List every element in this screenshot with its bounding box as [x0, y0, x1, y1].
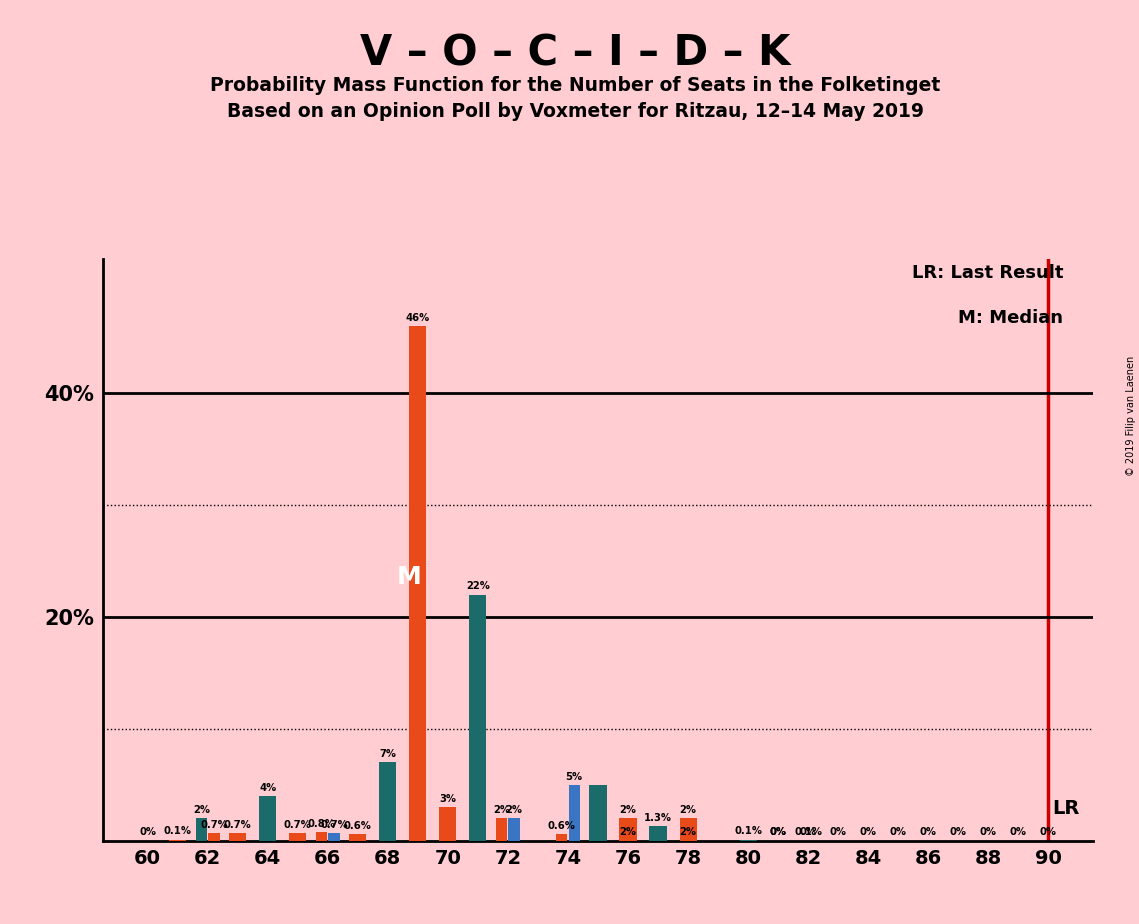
Text: 0%: 0%	[860, 828, 877, 837]
Bar	[556, 834, 567, 841]
Bar	[328, 833, 339, 841]
Text: 0.7%: 0.7%	[284, 820, 312, 830]
Bar	[409, 326, 426, 841]
Text: 3%: 3%	[440, 794, 457, 804]
Text: 1.3%: 1.3%	[644, 813, 672, 823]
Bar	[589, 784, 607, 841]
Text: M: Median: M: Median	[958, 310, 1064, 327]
Text: 0%: 0%	[829, 828, 846, 837]
Text: 0%: 0%	[890, 828, 907, 837]
Bar	[469, 594, 486, 841]
Bar	[508, 819, 519, 841]
Text: 0%: 0%	[770, 828, 787, 837]
Text: 0.7%: 0.7%	[200, 820, 228, 830]
Bar	[620, 819, 637, 841]
Text: M: M	[396, 565, 421, 589]
Bar	[289, 833, 306, 841]
Text: 0%: 0%	[1040, 828, 1057, 837]
Text: 0%: 0%	[980, 828, 997, 837]
Bar	[680, 819, 697, 841]
Text: 0.8%: 0.8%	[308, 819, 335, 829]
Bar	[379, 762, 396, 841]
Text: 0%: 0%	[920, 828, 936, 837]
Bar	[169, 840, 186, 841]
Text: 22%: 22%	[466, 581, 490, 591]
Text: 0.1%: 0.1%	[794, 828, 822, 837]
Bar	[196, 819, 207, 841]
Text: 2%: 2%	[493, 805, 510, 815]
Text: 0.7%: 0.7%	[320, 820, 347, 830]
Text: 0.1%: 0.1%	[735, 826, 762, 836]
Text: 0.6%: 0.6%	[548, 821, 575, 831]
Text: 0.7%: 0.7%	[223, 820, 252, 830]
Text: 2%: 2%	[680, 828, 697, 837]
Text: Based on an Opinion Poll by Voxmeter for Ritzau, 12–14 May 2019: Based on an Opinion Poll by Voxmeter for…	[227, 102, 924, 121]
Bar	[495, 819, 507, 841]
Bar	[649, 826, 666, 841]
Text: LR: LR	[1052, 799, 1080, 819]
Text: 2%: 2%	[680, 805, 697, 815]
Text: 0%: 0%	[800, 828, 817, 837]
Text: 7%: 7%	[379, 749, 396, 760]
Bar	[350, 834, 367, 841]
Text: © 2019 Filip van Laenen: © 2019 Filip van Laenen	[1125, 356, 1136, 476]
Text: 46%: 46%	[405, 312, 429, 322]
Bar	[440, 808, 457, 841]
Bar	[208, 833, 220, 841]
Text: 2%: 2%	[192, 805, 210, 815]
Text: 0.1%: 0.1%	[164, 826, 191, 836]
Bar	[259, 796, 277, 841]
Text: LR: Last Result: LR: Last Result	[912, 264, 1064, 283]
Bar	[316, 832, 327, 841]
Text: 2%: 2%	[620, 805, 637, 815]
Text: Probability Mass Function for the Number of Seats in the Folketinget: Probability Mass Function for the Number…	[210, 76, 941, 95]
Text: 0%: 0%	[1010, 828, 1027, 837]
Bar	[739, 840, 756, 841]
Bar	[568, 784, 580, 841]
Text: 0.6%: 0.6%	[344, 821, 371, 831]
Text: V – O – C – I – D – K: V – O – C – I – D – K	[360, 32, 790, 74]
Text: 0%: 0%	[770, 828, 787, 837]
Text: 0%: 0%	[950, 828, 967, 837]
Text: 4%: 4%	[259, 783, 277, 793]
Text: 2%: 2%	[506, 805, 523, 815]
Text: 2%: 2%	[620, 828, 637, 837]
Bar	[229, 833, 246, 841]
Text: 0%: 0%	[139, 828, 156, 837]
Text: 5%: 5%	[566, 772, 583, 782]
